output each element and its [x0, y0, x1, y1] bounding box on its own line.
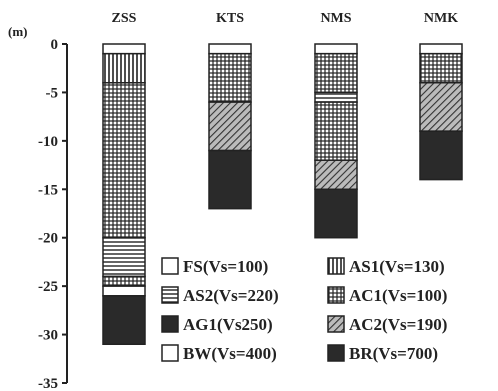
- legend-swatch-ag1: [161, 315, 179, 333]
- layer-nmk-ac2: [419, 81, 463, 132]
- layer-zss-ac1: [102, 275, 146, 287]
- y-tick-label: -10: [38, 134, 58, 150]
- legend-swatch-ac1: [327, 286, 345, 304]
- layer-zss-fs: [102, 43, 146, 55]
- legend-label-fs: FS(Vs=100): [183, 257, 268, 276]
- column-label-nms: NMS: [320, 11, 351, 26]
- legend-label-as2: AS2(Vs=220): [183, 286, 279, 305]
- legend-label-br: BR(Vs=700): [349, 344, 438, 363]
- legend-swatch-fs: [161, 257, 179, 275]
- y-tick-label: 0: [51, 37, 59, 53]
- layer-nms-ac1: [314, 101, 358, 161]
- layer-nms-as2: [314, 91, 358, 103]
- layer-nms-fs: [314, 43, 358, 55]
- legend-label-ac2: AC2(Vs=190): [349, 315, 447, 334]
- layer-kts-br: [208, 149, 252, 210]
- legend-swatch-as1: [327, 257, 345, 275]
- layer-kts-ac1: [208, 52, 252, 103]
- y-tick-label: -35: [38, 376, 58, 391]
- layer-kts-fs: [208, 43, 252, 55]
- column-label-zss: ZSS: [112, 11, 137, 26]
- legend-swatch-bw: [161, 344, 179, 362]
- y-axis-unit-label: (m): [8, 24, 28, 39]
- layer-zss-as1: [102, 52, 146, 84]
- layer-nmk-br: [419, 130, 463, 181]
- y-tick-label: -15: [38, 182, 58, 198]
- layer-zss-ac1: [102, 81, 146, 239]
- layer-nms-ac2: [314, 159, 358, 191]
- layer-kts-ac2: [208, 101, 252, 152]
- legend: FS(Vs=100) AS1(Vs=130) AS2(Vs=220) AC1(Vs=1…: [161, 257, 447, 363]
- y-tick-label: -30: [38, 328, 58, 344]
- layer-nms-br: [314, 188, 358, 239]
- layer-zss-br: [102, 295, 146, 346]
- legend-swatch-as2: [161, 286, 179, 304]
- column-label-kts: KTS: [216, 11, 244, 26]
- layer-nms-ac1: [314, 52, 358, 94]
- layer-zss-as2: [102, 236, 146, 278]
- soil-columns: ZSS KTS NMS NMK: [102, 11, 463, 346]
- layer-nmk-fs: [419, 43, 463, 55]
- legend-swatch-ac2: [327, 315, 345, 333]
- y-axis: 0 -5 -10 -15 -20 -25 -30 -35 (m): [8, 24, 68, 391]
- legend-label-bw: BW(Vs=400): [183, 344, 277, 363]
- y-tick-label: -20: [38, 231, 58, 247]
- y-tick-label: -25: [38, 279, 58, 295]
- column-label-nmk: NMK: [424, 11, 458, 26]
- y-tick-label: -5: [46, 85, 59, 101]
- legend-label-as1: AS1(Vs=130): [349, 257, 445, 276]
- legend-label-ag1: AG1(Vs250): [183, 315, 273, 334]
- layer-nmk-ac1: [419, 52, 463, 84]
- legend-swatch-br: [327, 344, 345, 362]
- legend-label-ac1: AC1(Vs=100): [349, 286, 447, 305]
- layer-zss-bw: [102, 285, 146, 297]
